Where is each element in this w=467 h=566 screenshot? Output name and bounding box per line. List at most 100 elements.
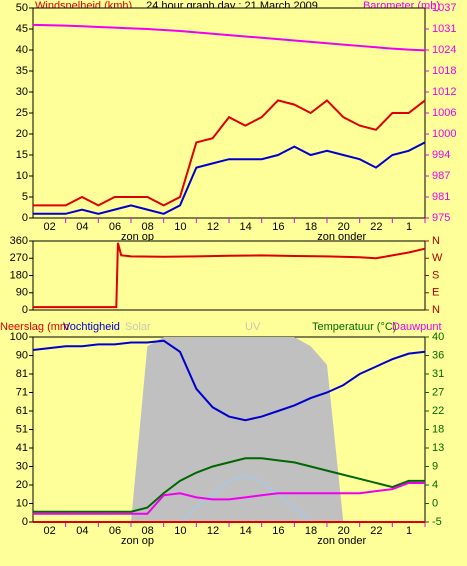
y2-tick-label: 31 — [432, 368, 444, 380]
y2-tick-label: 9 — [432, 460, 438, 472]
annotation: zon op — [121, 231, 154, 243]
legend-label: Vochtigheid — [63, 321, 120, 333]
x-tick-label: 04 — [76, 221, 88, 233]
legend-label: Solar — [125, 321, 151, 333]
line — [33, 457, 425, 513]
x-tick-label: 06 — [109, 525, 121, 537]
y2-tick-label: 36 — [432, 349, 444, 361]
y-tick-label: 25 — [16, 107, 28, 119]
y-tick-label: 10 — [16, 497, 28, 509]
y2-tick-label: 13 — [432, 442, 444, 454]
x-tick-label: 1 — [406, 525, 412, 537]
x-tick-label: 18 — [305, 221, 317, 233]
y2-tick-label: 18 — [432, 423, 444, 435]
y-tick-label: 50 — [16, 2, 28, 14]
y-tick-label: 0 — [22, 304, 28, 316]
y2-tick-label: 1012 — [432, 86, 456, 98]
x-tick-label: 16 — [272, 221, 284, 233]
x-tick-label: 12 — [207, 221, 219, 233]
y-tick-label: 100 — [10, 331, 28, 343]
x-tick-label: 08 — [142, 221, 154, 233]
legend-label: Dauwpunt — [392, 321, 442, 333]
x-tick-label: 10 — [174, 525, 186, 537]
y-tick-label: 0 — [22, 516, 28, 528]
legend-label: Temperatuur (°C) — [312, 321, 396, 333]
x-tick-label: 06 — [109, 221, 121, 233]
y-tick-label: 45 — [16, 23, 28, 35]
y-tick-label: 51 — [16, 423, 28, 435]
line — [32, 23, 426, 52]
y-tick-label: 360 — [10, 235, 28, 247]
line — [33, 141, 426, 215]
legend-label: Neerslag (mm — [0, 321, 69, 333]
y2-tick-label: 22 — [432, 405, 444, 417]
y-tick-label: 81 — [16, 368, 28, 380]
y-tick-label: 10 — [16, 170, 28, 182]
y-tick-label: 61 — [16, 405, 28, 417]
plot-area — [32, 7, 426, 219]
y2-tick-label: 1024 — [432, 44, 456, 56]
x-tick-label: 10 — [174, 221, 186, 233]
annotation: zon onder — [317, 231, 366, 243]
x-tick-label: 04 — [76, 525, 88, 537]
y2-tick-label: 981 — [432, 191, 450, 203]
y2-tick-label: N — [432, 304, 440, 316]
x-tick-label: 16 — [272, 525, 284, 537]
x-tick-label: 22 — [370, 525, 382, 537]
y2-tick-label: 994 — [432, 149, 450, 161]
plot-area — [32, 240, 426, 311]
y2-tick-label: 1000 — [432, 128, 456, 140]
y2-tick-label: 1006 — [432, 107, 456, 119]
annotation: zon onder — [317, 535, 366, 547]
y2-tick-label: 40 — [432, 331, 444, 343]
x-tick-label: 08 — [142, 525, 154, 537]
y-tick-label: 40 — [16, 44, 28, 56]
y-tick-label: 0 — [22, 212, 28, 224]
y-tick-label: 180 — [10, 269, 28, 281]
y-tick-label: 90 — [16, 349, 28, 361]
y2-tick-label: 975 — [432, 212, 450, 224]
line — [33, 481, 425, 515]
x-tick-label: 14 — [240, 221, 252, 233]
y2-tick-label: W — [432, 252, 443, 264]
line — [33, 242, 426, 309]
x-tick-label: 22 — [370, 221, 382, 233]
y2-tick-label: N — [432, 235, 440, 247]
x-tick-label: 1 — [406, 221, 412, 233]
y2-tick-label: 0 — [432, 497, 438, 509]
y-tick-label: 41 — [16, 442, 28, 454]
y-tick-label: 30 — [16, 460, 28, 472]
x-tick-label: 20 — [338, 525, 350, 537]
y-tick-label: 30 — [16, 86, 28, 98]
x-tick-label: 12 — [207, 525, 219, 537]
area — [33, 337, 425, 522]
y2-tick-label: 1018 — [432, 65, 456, 77]
x-tick-label: 14 — [240, 525, 252, 537]
y2-tick-label: 27 — [432, 386, 444, 398]
y2-tick-label: E — [432, 287, 439, 299]
y2-tick-label: 1037 — [432, 2, 456, 14]
y2-axis-label: Barometer (mb) — [363, 0, 440, 12]
line — [32, 339, 426, 422]
y2-tick-label: 1031 — [432, 23, 456, 35]
y-tick-label: 15 — [16, 149, 28, 161]
line — [33, 99, 426, 207]
y-tick-label: 71 — [16, 386, 28, 398]
annotation: zon op — [121, 535, 154, 547]
y-tick-label: 20 — [16, 479, 28, 491]
y-tick-label: 270 — [10, 252, 28, 264]
x-tick-label: 18 — [305, 525, 317, 537]
y2-tick-label: -5 — [432, 516, 442, 528]
x-tick-label: 02 — [44, 221, 56, 233]
y2-tick-label: 4 — [432, 479, 438, 491]
legend-label: UV — [245, 321, 261, 333]
y-axis-label: Windsnelheid (kmh) — [35, 0, 132, 12]
y2-tick-label: S — [432, 269, 439, 281]
y-tick-label: 5 — [22, 191, 28, 203]
x-tick-label: 02 — [44, 525, 56, 537]
y-tick-label: 35 — [16, 65, 28, 77]
x-tick-label: 20 — [338, 221, 350, 233]
chart-title: 24 hour graph day : 21 March 2009 — [146, 0, 318, 12]
